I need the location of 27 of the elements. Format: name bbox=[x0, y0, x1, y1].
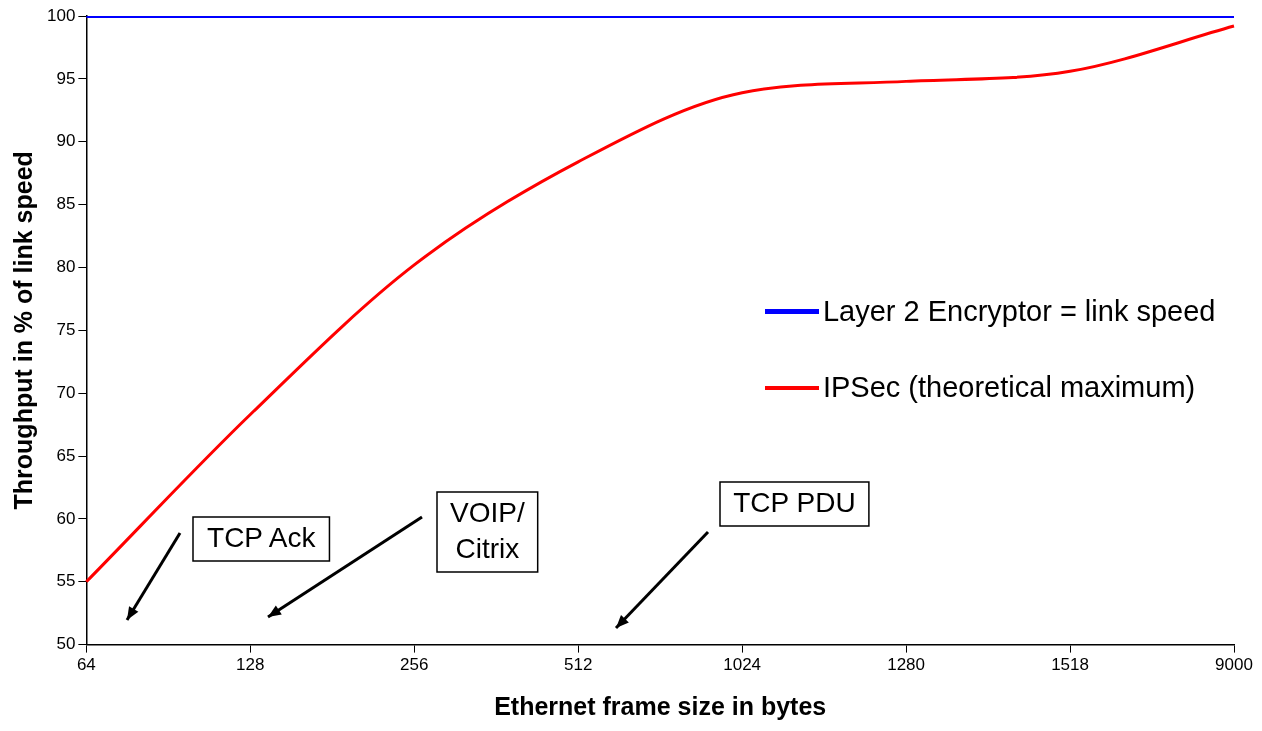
annotation: TCP PDU bbox=[733, 486, 856, 518]
y-tick-label: 85 bbox=[56, 194, 76, 214]
x-tick-label: 64 bbox=[76, 655, 96, 675]
y-tick-label: 70 bbox=[56, 382, 76, 402]
x-tick-label: 512 bbox=[564, 655, 593, 675]
x-tick-label: 1518 bbox=[1051, 655, 1089, 675]
y-axis-title: Throughput in % of link speed bbox=[8, 151, 37, 510]
y-tick-label: 65 bbox=[56, 445, 76, 465]
annotation: TCP Ack bbox=[207, 521, 317, 553]
y-tick-label: 55 bbox=[56, 571, 76, 591]
y-tick-label: 60 bbox=[56, 508, 76, 528]
line-series bbox=[84, 24, 1236, 584]
x-tick-label: 1024 bbox=[723, 655, 762, 675]
legend-label: Layer 2 Encryptor = link speed bbox=[822, 295, 1216, 329]
y-tick-label: 50 bbox=[56, 634, 76, 654]
x-tick-label: 9000 bbox=[1215, 655, 1253, 675]
x-axis-title: Ethernet frame size in bytes bbox=[494, 691, 827, 720]
y-tick-label: 95 bbox=[56, 68, 76, 88]
y-tick-label: 75 bbox=[56, 319, 76, 339]
y-tick-label: 100 bbox=[46, 5, 76, 25]
legend-label: IPSec (theoretical maximum) bbox=[822, 371, 1196, 405]
y-tick-label: 80 bbox=[56, 257, 76, 277]
x-tick-label: 128 bbox=[236, 655, 265, 675]
y-tick-label: 90 bbox=[56, 131, 76, 151]
x-tick-label: 256 bbox=[400, 655, 429, 675]
annotation: VOIP/ Citrix bbox=[449, 496, 525, 564]
x-tick-label: 1280 bbox=[887, 655, 926, 675]
